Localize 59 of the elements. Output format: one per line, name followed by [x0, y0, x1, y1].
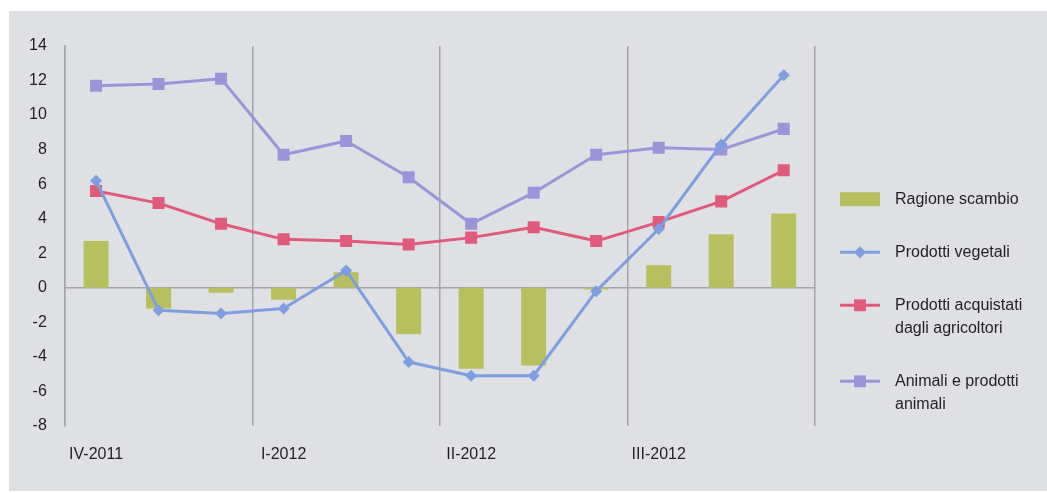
bar	[458, 287, 484, 369]
y-tick-label: 0	[37, 278, 47, 296]
bar	[83, 241, 109, 288]
legend-label: Prodotti vegetali	[895, 242, 1010, 260]
y-tick-label: -2	[32, 312, 47, 330]
y-tick-label: 2	[37, 243, 47, 261]
point	[90, 79, 103, 92]
point	[465, 231, 478, 244]
y-tick-label: 4	[37, 209, 47, 227]
point	[777, 69, 790, 82]
point	[402, 171, 415, 184]
point	[277, 148, 290, 161]
point	[590, 148, 603, 161]
point	[215, 72, 228, 85]
y-tick-label: 12	[29, 70, 47, 88]
point	[90, 174, 103, 187]
legend-label: Prodotti acquistati dagli agricoltori	[895, 295, 1023, 336]
point	[215, 217, 228, 230]
bar	[708, 234, 734, 288]
bar	[646, 265, 672, 288]
point	[277, 302, 290, 315]
bar	[396, 287, 422, 335]
point	[652, 141, 665, 154]
point	[715, 138, 728, 151]
point	[777, 122, 790, 135]
x-tick-label: II-2012	[446, 444, 497, 462]
point	[340, 264, 353, 277]
point	[402, 238, 415, 251]
point	[152, 77, 165, 90]
point	[340, 134, 353, 147]
x-tick-label: III-2012	[631, 444, 686, 462]
x-tick-label: IV-2011	[69, 444, 124, 462]
point	[527, 186, 540, 199]
y-tick-label: -8	[32, 416, 47, 434]
y-tick-label: -4	[32, 347, 47, 365]
y-tick-label: 14	[29, 36, 47, 54]
point	[340, 235, 353, 248]
point	[152, 197, 165, 210]
y-tick-label: -6	[32, 381, 47, 399]
bar	[521, 287, 547, 366]
bar	[271, 287, 297, 300]
point	[465, 217, 478, 230]
y-tick-label: 6	[37, 174, 47, 192]
legend-label: Animali e prodotti animali	[895, 371, 1019, 412]
bar	[771, 213, 797, 288]
point	[590, 285, 603, 298]
y-tick-label: 10	[29, 105, 47, 123]
point	[215, 307, 228, 320]
point	[715, 195, 728, 208]
point	[652, 223, 665, 235]
legend-label: Ragione scambio	[895, 189, 1019, 207]
y-tick-label: 8	[37, 139, 47, 157]
point	[402, 355, 415, 368]
x-tick-label: I-2012	[260, 444, 307, 462]
bar	[208, 287, 234, 293]
point	[590, 235, 603, 248]
point	[527, 221, 540, 234]
point	[277, 233, 290, 246]
point	[777, 164, 790, 177]
